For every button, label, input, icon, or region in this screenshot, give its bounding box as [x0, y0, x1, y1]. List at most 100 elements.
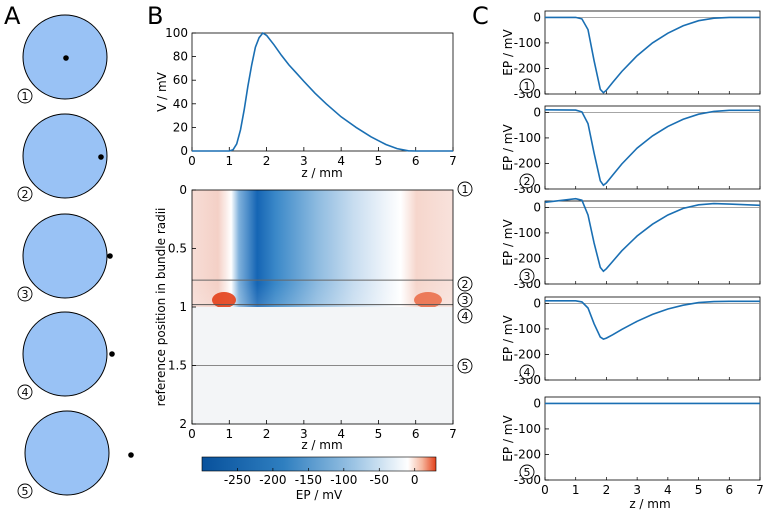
- y-tick-label: 0: [533, 296, 541, 310]
- y-tick-label: -100: [514, 226, 541, 240]
- y-axis-label: EP / mV: [501, 124, 515, 171]
- bundle-disc: [22, 311, 108, 397]
- x-tick-label: 7: [449, 427, 457, 441]
- y-tick-label: -100: [514, 36, 541, 50]
- subplot-marker: 3: [524, 270, 531, 283]
- electrode-case-4: 4: [17, 311, 115, 400]
- marker-1: 1: [462, 183, 469, 196]
- tick-labels: 0 1 2 3 4 5 6 7 0 20 40 60 80 100: [165, 26, 457, 168]
- colorbar: -250 -200 -150 -100 -50 0 EP / mV: [201, 456, 437, 502]
- y-tick-label: -100: [514, 422, 541, 436]
- y-tick-label: -300: [514, 473, 541, 487]
- colorbar-tick-label: -100: [330, 473, 357, 487]
- ep-subplot-2: 0 -100 -200 -300 EP / mV 2: [501, 105, 761, 196]
- x-tick-label: 2: [263, 427, 271, 441]
- electrode-dot: [128, 452, 134, 458]
- plot-frame: [544, 105, 761, 190]
- ep-subplot-4: 0 -100 -200 -300 EP / mV 4: [501, 296, 761, 387]
- ep-curve-2: [544, 109, 760, 187]
- marker-circle: [519, 268, 535, 284]
- marker-circle: [17, 186, 33, 202]
- colorbar-ticks: -250 -200 -150 -100 -50 0: [224, 468, 419, 487]
- y-tick-label: -200: [514, 347, 541, 361]
- y-tick-label: -300: [514, 277, 541, 291]
- y-tick-label: -100: [514, 131, 541, 145]
- heatmap-shading: [192, 190, 453, 307]
- panel-label-b: B: [147, 2, 163, 30]
- plot-frame: [191, 32, 454, 152]
- x-tick-label: 5: [375, 154, 383, 168]
- marker-circle: [457, 292, 473, 308]
- bundle-disc: [24, 410, 110, 496]
- case-number: 5: [22, 485, 29, 498]
- bundle-disc: [22, 113, 108, 199]
- y-tick-label: -300: [514, 373, 541, 387]
- y-axis-label: EP / mV: [501, 415, 515, 462]
- electrode-dot: [63, 55, 69, 61]
- y-tick-label: 1.5: [168, 359, 187, 373]
- plot-frame: [544, 296, 761, 381]
- marker-circle: [519, 78, 535, 94]
- electrode-dot: [109, 351, 115, 357]
- x-axis-label: z / mm: [301, 166, 342, 180]
- x-tick-label: 5: [375, 427, 383, 441]
- y-tick-label: 60: [173, 73, 188, 87]
- marker-3: 3: [462, 294, 469, 307]
- y-tick-label: 0.5: [168, 242, 187, 256]
- marker-circle: [17, 384, 33, 400]
- x-tick-label: 0: [188, 154, 196, 168]
- plot-frame: [544, 200, 761, 285]
- y-tick-label: -300: [514, 87, 541, 101]
- electrode-case-1: 1: [17, 14, 108, 104]
- x-axis-label: z / mm: [301, 438, 342, 452]
- panel-a: 1 2 3 4 5: [17, 14, 134, 499]
- subplot-marker: 1: [524, 80, 531, 93]
- x-tick-label: 4: [337, 154, 345, 168]
- marker-2: 2: [462, 278, 469, 291]
- y-axis-label: reference position in bundle radii: [154, 208, 168, 407]
- colorbar-tick-label: -150: [295, 473, 322, 487]
- x-tick-label: 2: [263, 154, 271, 168]
- marker-circle: [457, 358, 473, 374]
- marker-4: 4: [462, 310, 469, 323]
- x-tick-label: 7: [756, 483, 764, 497]
- marker-circle: [17, 88, 33, 104]
- y-tick-label: 0: [533, 200, 541, 214]
- colorbar-tick-label: -250: [224, 473, 251, 487]
- panel-b-heatmap: 0 1 2 3 4 5 6 7 0 0.5 1 1.5 2 z / mm reference posit…: [154, 181, 473, 452]
- electrode-case-5: 5: [17, 410, 134, 499]
- y-tick-label: 100: [165, 26, 188, 40]
- x-tick-label: 6: [412, 154, 420, 168]
- plot-frame: [544, 10, 761, 95]
- x-tick-label: 4: [337, 427, 345, 441]
- case-number: 1: [22, 90, 29, 103]
- x-tick-label: 1: [572, 483, 580, 497]
- ep-subplot-3: 0 -100 -200 -300 EP / mV 3: [501, 197, 761, 291]
- y-tick-label: 0: [180, 144, 188, 158]
- y-tick-label: 0: [533, 105, 541, 119]
- plot-frame: [544, 396, 761, 481]
- y-tick-label: -200: [514, 251, 541, 265]
- marker-5: 5: [462, 360, 469, 373]
- x-tick-label: 0: [541, 483, 549, 497]
- panel-label-c: C: [472, 2, 489, 30]
- marker-circle: [457, 181, 473, 197]
- y-tick-label: 40: [173, 97, 188, 111]
- ep-curve-1: [545, 16, 760, 94]
- colorbar-label: EP / mV: [296, 488, 343, 502]
- y-tick-label: -200: [514, 447, 541, 461]
- marker-circle: [457, 308, 473, 324]
- heatmap-hotspot-left: [212, 292, 236, 308]
- y-tick-label: 2: [179, 417, 187, 431]
- subplot-marker: 4: [524, 366, 531, 379]
- case-number: 2: [22, 188, 29, 201]
- y-axis-label: EP / mV: [501, 315, 515, 362]
- y-tick-label: 80: [173, 50, 188, 64]
- subplot-marker: 5: [524, 466, 531, 479]
- marker-circle: [519, 364, 535, 380]
- colorbar-tick-label: 0: [411, 473, 419, 487]
- tick-labels: 0 1 2 3 4 5 6 7 0 0.5 1 1.5 2: [168, 183, 457, 441]
- panel-c-x-axis-label: z / mm: [629, 497, 670, 511]
- panel-b-voltage-plot: 0 1 2 3 4 5 6 7 0 20 40 60 80 100 z / mm V / mV: [155, 26, 457, 180]
